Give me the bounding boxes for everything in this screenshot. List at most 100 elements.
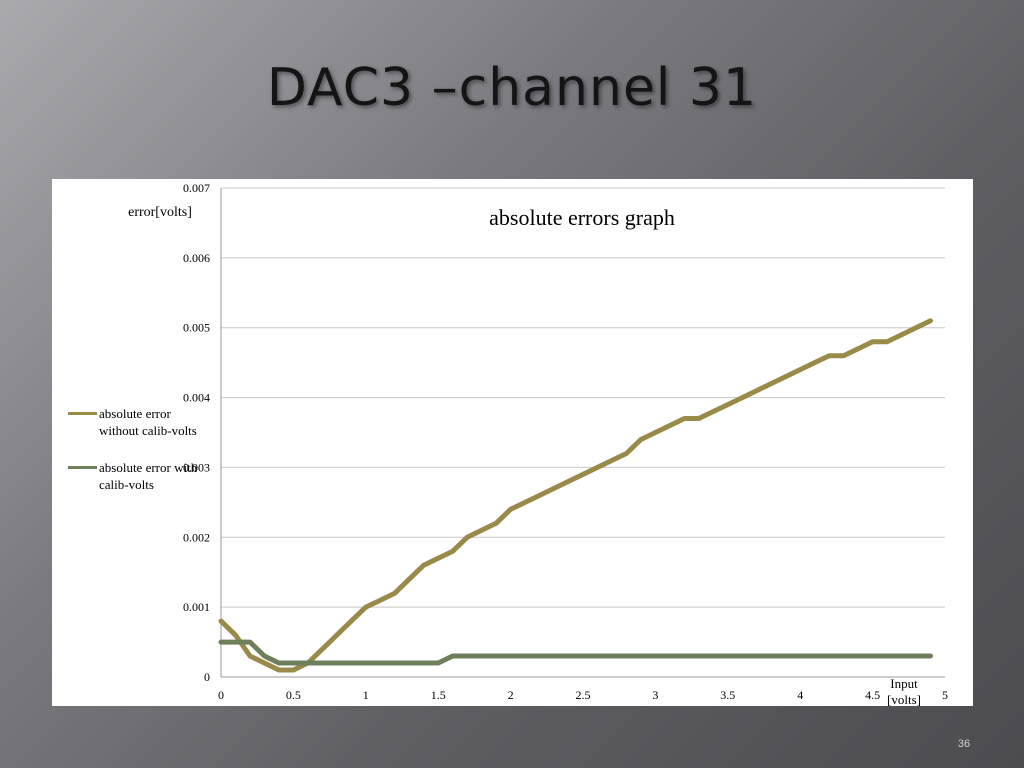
data-point bbox=[233, 640, 237, 644]
data-point bbox=[682, 654, 686, 658]
data-point bbox=[885, 654, 889, 658]
data-point bbox=[349, 661, 353, 665]
data-point bbox=[755, 654, 759, 658]
data-point bbox=[480, 654, 484, 658]
data-point bbox=[914, 326, 918, 330]
data-point bbox=[871, 654, 875, 658]
data-point bbox=[769, 382, 773, 386]
data-point bbox=[711, 654, 715, 658]
data-point bbox=[320, 647, 324, 651]
data-point bbox=[393, 591, 397, 595]
data-point bbox=[914, 654, 918, 658]
data-point bbox=[697, 417, 701, 421]
data-point bbox=[552, 486, 556, 490]
data-point bbox=[827, 654, 831, 658]
data-point bbox=[277, 668, 281, 672]
data-point bbox=[451, 654, 455, 658]
legend: absolute error without calib-volts absol… bbox=[68, 405, 203, 513]
chart-panel: 0 0.001 0.002 0.003 0.004 0.005 0.006 0.007 0 0.5… bbox=[52, 179, 973, 707]
data-point bbox=[552, 654, 556, 658]
data-point bbox=[856, 347, 860, 351]
legend-item-without-calib: absolute error without calib-volts bbox=[68, 405, 203, 439]
x-tick-label: 3 bbox=[652, 688, 658, 702]
x-tick-label: 1 bbox=[363, 688, 369, 702]
data-point bbox=[219, 640, 223, 644]
data-point bbox=[494, 654, 498, 658]
data-point bbox=[900, 333, 904, 337]
data-point bbox=[306, 661, 310, 665]
gridlines bbox=[221, 187, 945, 608]
data-point bbox=[523, 500, 527, 504]
data-point bbox=[595, 654, 599, 658]
data-point bbox=[610, 458, 614, 462]
data-point bbox=[538, 654, 542, 658]
data-point bbox=[349, 619, 353, 623]
data-point bbox=[595, 465, 599, 469]
series-line-with-calib bbox=[218, 639, 933, 666]
x-tick-label: 3.5 bbox=[720, 688, 735, 702]
data-point bbox=[813, 654, 817, 658]
data-point bbox=[291, 668, 295, 672]
data-point bbox=[567, 654, 571, 658]
tick-labels: 0 0.001 0.002 0.003 0.004 0.005 0.006 0.007 0 0.5… bbox=[183, 181, 948, 702]
data-point bbox=[364, 661, 368, 665]
data-point bbox=[711, 410, 715, 414]
legend-item-with-calib: absolute error with calib-volts bbox=[68, 459, 203, 493]
data-point bbox=[726, 403, 730, 407]
slide-title: DAC3 –channel 31 bbox=[266, 58, 758, 118]
data-point bbox=[581, 654, 585, 658]
data-point bbox=[335, 661, 339, 665]
data-point bbox=[581, 472, 585, 476]
legend-label-with-calib: absolute error with calib-volts bbox=[99, 460, 198, 492]
data-point bbox=[436, 556, 440, 560]
x-tick-label: 4.5 bbox=[865, 688, 880, 702]
data-point bbox=[538, 493, 542, 497]
data-point bbox=[798, 368, 802, 372]
data-point bbox=[393, 661, 397, 665]
data-point bbox=[291, 661, 295, 665]
chart-title: absolute errors graph bbox=[489, 205, 675, 230]
y-tick-label: 0.001 bbox=[183, 600, 210, 614]
data-point bbox=[320, 661, 324, 665]
x-tick-label: 5 bbox=[942, 688, 948, 702]
data-point bbox=[407, 661, 411, 665]
y-tick-label: 0.007 bbox=[183, 181, 210, 195]
data-point bbox=[364, 605, 368, 609]
data-point bbox=[480, 528, 484, 532]
y-tick-label: 0.004 bbox=[183, 391, 210, 405]
data-point bbox=[451, 549, 455, 553]
data-point bbox=[422, 563, 426, 567]
data-point bbox=[740, 396, 744, 400]
data-point bbox=[248, 654, 252, 658]
data-point bbox=[639, 437, 643, 441]
data-point bbox=[856, 654, 860, 658]
data-point bbox=[668, 654, 672, 658]
data-point bbox=[494, 521, 498, 525]
data-point bbox=[929, 654, 933, 658]
data-point bbox=[233, 633, 237, 637]
y-tick-label: 0.006 bbox=[183, 251, 210, 265]
x-tick-label: 2 bbox=[508, 688, 514, 702]
data-point bbox=[813, 361, 817, 365]
series-lines bbox=[218, 318, 933, 673]
data-point bbox=[653, 431, 657, 434]
data-point bbox=[567, 479, 571, 483]
data-point bbox=[465, 535, 469, 539]
data-point bbox=[378, 661, 382, 665]
data-point bbox=[871, 340, 875, 344]
y-tick-label: 0.005 bbox=[183, 321, 210, 335]
data-point bbox=[262, 654, 266, 658]
data-point bbox=[378, 598, 382, 602]
y-tick-label: 0.003 bbox=[183, 460, 210, 474]
data-point bbox=[929, 319, 933, 323]
data-point bbox=[422, 661, 426, 665]
legend-swatch-without-calib bbox=[68, 412, 97, 415]
x-axis-label: Input [volts] bbox=[887, 676, 921, 707]
data-point bbox=[248, 640, 252, 644]
data-point bbox=[436, 661, 440, 665]
legend-swatch-with-calib bbox=[68, 466, 97, 469]
data-point bbox=[697, 654, 701, 658]
data-point bbox=[827, 354, 831, 358]
data-point bbox=[335, 633, 339, 637]
x-tick-label: 1.5 bbox=[431, 688, 446, 702]
